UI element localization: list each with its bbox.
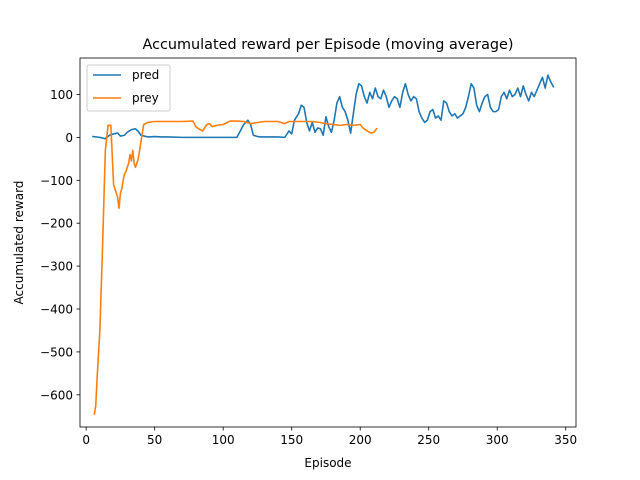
y-tick-label: −300 xyxy=(40,260,73,274)
x-tick-label: 50 xyxy=(147,433,162,447)
x-tick-label: 200 xyxy=(349,433,372,447)
y-tick-label: −400 xyxy=(40,303,73,317)
plot-area xyxy=(80,58,576,427)
y-tick-label: −100 xyxy=(40,174,73,188)
x-axis-title: Episode xyxy=(304,456,351,470)
series-layer xyxy=(92,74,555,416)
x-tick-label: 100 xyxy=(212,433,235,447)
y-tick-label: 0 xyxy=(65,131,73,145)
y-axis-title: Accumulated reward xyxy=(12,181,26,305)
legend: pred prey xyxy=(86,64,171,112)
series-line-pred xyxy=(92,74,555,140)
x-tick-label: 0 xyxy=(82,433,90,447)
legend-label-pred: pred xyxy=(132,68,159,82)
y-tick-label: −600 xyxy=(40,388,73,402)
y-tick-label: −200 xyxy=(40,217,73,231)
x-tick-label: 300 xyxy=(486,433,509,447)
legend-label-prey: prey xyxy=(132,91,159,105)
y-axis: −600 −500 −400 −300 −200 −100 0 100 xyxy=(40,88,80,402)
chart-title: Accumulated reward per Episode (moving a… xyxy=(143,37,514,53)
x-tick-label: 350 xyxy=(554,433,577,447)
plot-frame xyxy=(79,57,577,428)
x-tick-label: 150 xyxy=(280,433,303,447)
x-tick-label: 250 xyxy=(417,433,440,447)
legend-frame xyxy=(86,64,171,112)
x-axis: 0 50 100 150 200 250 300 350 xyxy=(82,427,577,447)
series-line-prey xyxy=(93,120,378,416)
y-tick-label: −500 xyxy=(40,345,73,359)
y-tick-label: 100 xyxy=(50,88,73,102)
